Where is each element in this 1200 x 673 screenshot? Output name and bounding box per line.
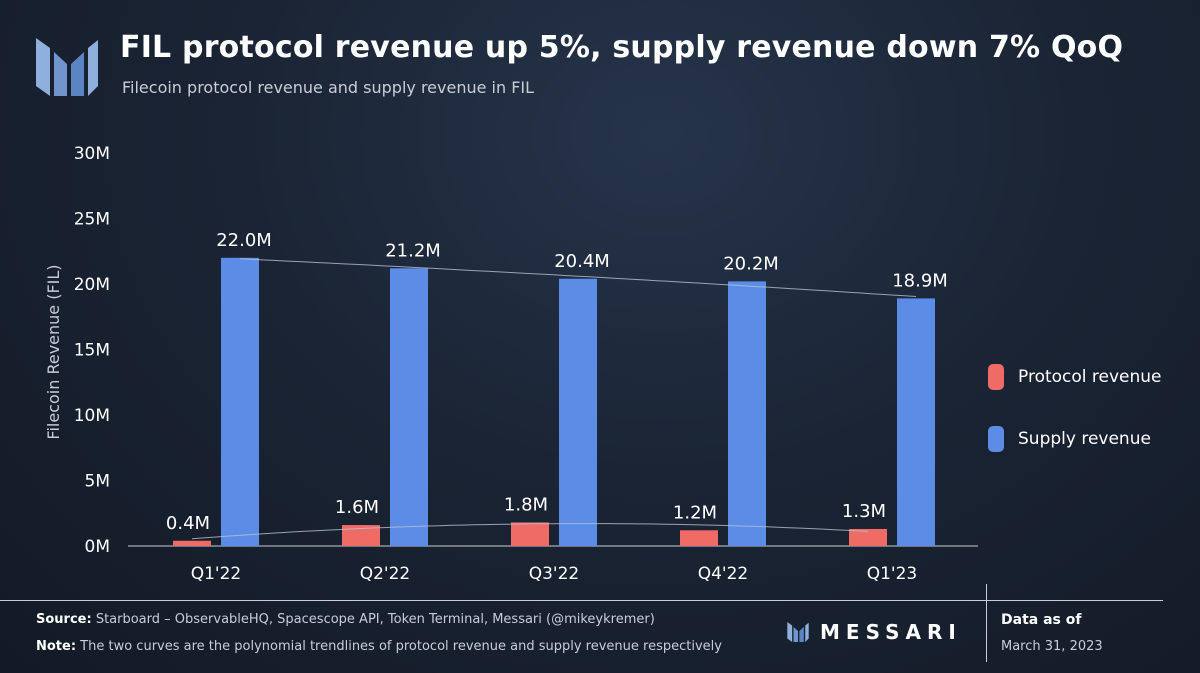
- protocol-revenue-label: 0.4M: [166, 513, 210, 534]
- messari-mark-icon: [787, 622, 809, 642]
- supply-revenue-bar: [390, 268, 428, 546]
- protocol-trendline: [191, 523, 869, 540]
- footer-vertical-divider: [986, 584, 987, 662]
- protocol-revenue-label: 1.2M: [673, 502, 717, 523]
- supply-trendline: [239, 258, 917, 297]
- supply-revenue-bar: [559, 278, 597, 546]
- supply-revenue-label: 20.4M: [554, 251, 610, 272]
- y-tick-label: 30M: [74, 144, 110, 164]
- y-tick-label: 0M: [85, 537, 110, 557]
- x-tick-label: Q3'22: [529, 564, 580, 584]
- legend-swatch-protocol: [988, 364, 1004, 390]
- note-text: The two curves are the polynomial trendl…: [76, 639, 722, 654]
- source-label: Source:: [36, 612, 92, 627]
- protocol-revenue-bar: [849, 528, 887, 546]
- protocol-revenue-bar: [680, 530, 718, 546]
- y-axis-title: Filecoin Revenue (FIL): [44, 264, 63, 439]
- chart-title: FIL protocol revenue up 5%, supply reven…: [120, 30, 1124, 65]
- note-line: Note: The two curves are the polynomial …: [36, 639, 722, 654]
- data-as-of-date: March 31, 2023: [1001, 639, 1103, 654]
- supply-revenue-bar: [221, 257, 259, 546]
- legend-label-supply: Supply revenue: [1018, 429, 1151, 449]
- protocol-revenue-bar: [511, 522, 549, 546]
- supply-revenue-bar: [728, 281, 766, 546]
- supply-revenue-label: 21.2M: [385, 240, 441, 261]
- protocol-revenue-bar: [173, 540, 211, 546]
- legend-label-protocol: Protocol revenue: [1018, 367, 1162, 387]
- legend-item-protocol[interactable]: Protocol revenue: [988, 364, 1162, 390]
- source-line: Source: Starboard – ObservableHQ, Spaces…: [36, 612, 655, 627]
- y-tick-label: 5M: [85, 472, 110, 492]
- supply-revenue-bar: [897, 298, 935, 546]
- y-tick-label: 25M: [74, 210, 110, 230]
- footer-divider: [0, 600, 1163, 601]
- legend-swatch-supply: [988, 426, 1004, 452]
- y-tick-label: 15M: [74, 341, 110, 361]
- note-label: Note:: [36, 639, 77, 654]
- chart-subtitle: Filecoin protocol revenue and supply rev…: [122, 78, 535, 97]
- supply-revenue-label: 18.9M: [892, 270, 948, 291]
- x-tick-label: Q4'22: [698, 564, 749, 584]
- supply-revenue-label: 20.2M: [723, 253, 779, 274]
- supply-revenue-label: 22.0M: [216, 230, 272, 251]
- chart-legend: Protocol revenue Supply revenue: [988, 364, 1162, 488]
- brand-name: MESSARI: [820, 620, 962, 644]
- y-tick-label: 10M: [74, 406, 110, 426]
- x-tick-label: Q2'22: [360, 564, 411, 584]
- messari-logo-icon: [36, 38, 98, 96]
- brand-wordmark: MESSARI: [786, 620, 962, 644]
- protocol-revenue-label: 1.3M: [842, 501, 886, 522]
- protocol-revenue-label: 1.8M: [504, 494, 548, 515]
- x-tick-label: Q1'22: [191, 564, 242, 584]
- legend-item-supply[interactable]: Supply revenue: [988, 426, 1162, 452]
- x-tick-label: Q1'23: [867, 564, 918, 584]
- y-tick-label: 20M: [74, 275, 110, 295]
- protocol-revenue-bar: [342, 525, 380, 546]
- protocol-revenue-label: 1.6M: [335, 497, 379, 518]
- source-text: Starboard – ObservableHQ, Spacescope API…: [91, 612, 655, 627]
- data-as-of-label: Data as of: [1001, 612, 1082, 628]
